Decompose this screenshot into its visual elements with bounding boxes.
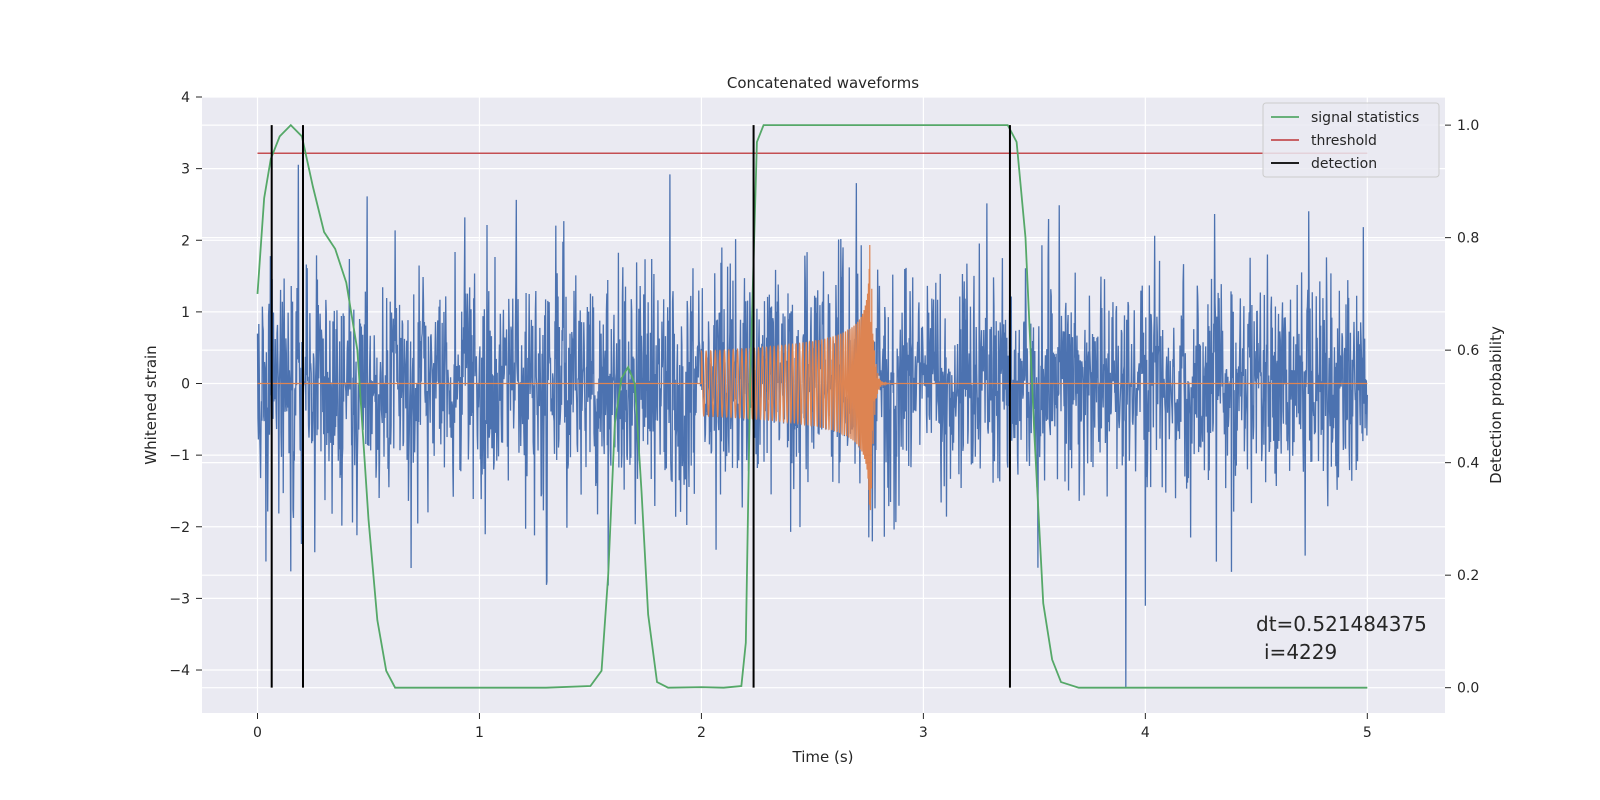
- annotation-i: i=4229: [1264, 640, 1337, 664]
- signal-statistics-line: [256, 123, 1368, 689]
- y2-tick-label: 0.6: [1457, 343, 1479, 359]
- y2-tick-label: 1.0: [1457, 118, 1479, 134]
- y2-tick-label: 0.2: [1457, 568, 1479, 584]
- x-tick-label: 5: [1363, 725, 1372, 741]
- y2-tick-label: 0.4: [1457, 456, 1479, 472]
- y-axis-label: Whitened strain: [142, 345, 160, 464]
- legend-label: signal statistics: [1311, 110, 1419, 126]
- chart-title: Concatenated waveforms: [727, 74, 919, 92]
- y-tick-label: −3: [169, 591, 190, 607]
- template-series: [257, 244, 1368, 511]
- legend: signal statistics threshold detection: [1262, 102, 1440, 178]
- x-tick-label: 3: [919, 725, 928, 741]
- y2-tick-label: 0.0: [1457, 681, 1479, 697]
- y-tick-label: −4: [169, 663, 190, 679]
- x-tick-label: 2: [697, 725, 706, 741]
- x-tick-label: 0: [253, 725, 262, 741]
- legend-box: [1262, 102, 1440, 178]
- y2-tick-label: 0.8: [1457, 231, 1479, 247]
- x-axis-ticks: 0 1 2 3 4 5: [253, 713, 1372, 741]
- y-tick-label: 4: [181, 90, 190, 106]
- y-tick-label: 1: [181, 305, 190, 321]
- x-tick-label: 1: [475, 725, 484, 741]
- left-axis-ticks: −4 −3 −2 −1 0 1 2 3 4: [169, 90, 202, 679]
- legend-label: threshold: [1311, 133, 1377, 149]
- y-tick-label: −1: [169, 448, 190, 464]
- y-tick-label: 3: [181, 162, 190, 178]
- x-tick-label: 4: [1141, 725, 1150, 741]
- legend-label: detection: [1311, 156, 1377, 172]
- x-axis-label: Time (s): [792, 748, 854, 766]
- y-tick-label: 2: [181, 233, 190, 249]
- y-tick-label: 0: [181, 377, 190, 393]
- right-axis-ticks: 0.0 0.2 0.4 0.6 0.8 1.0: [1445, 118, 1479, 697]
- y-tick-label: −2: [169, 520, 190, 536]
- y2-axis-label: Detection probability: [1487, 326, 1505, 484]
- annotation-dt: dt=0.521484375: [1256, 612, 1427, 636]
